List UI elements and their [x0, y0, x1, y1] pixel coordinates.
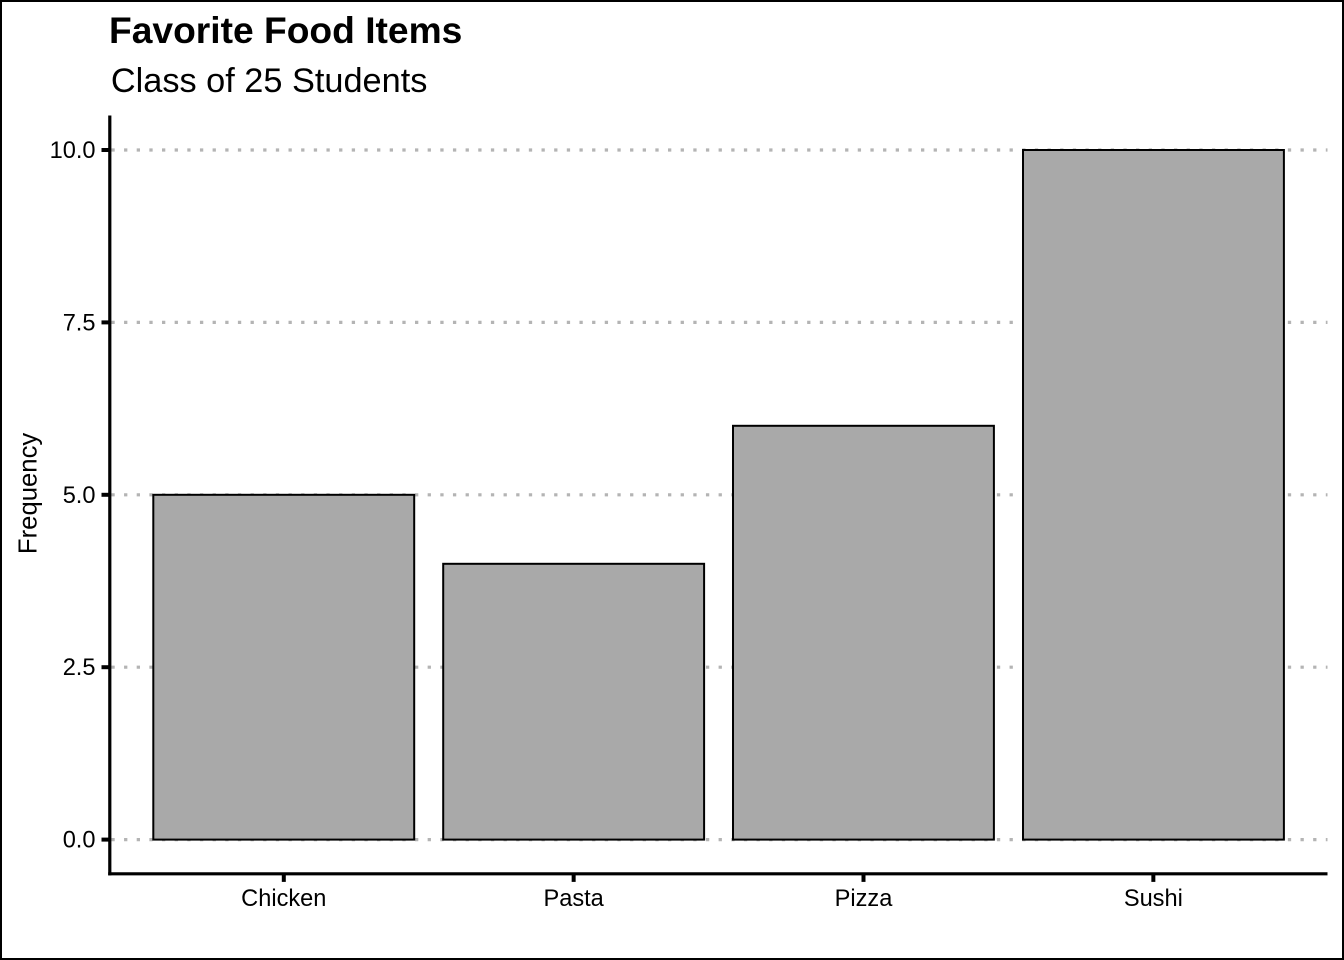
- svg-text:2.5: 2.5: [63, 655, 96, 681]
- svg-text:Pizza: Pizza: [835, 886, 894, 912]
- svg-text:Class of 25 Students: Class of 25 Students: [111, 62, 427, 100]
- svg-text:Chicken: Chicken: [241, 886, 326, 912]
- svg-text:10.0: 10.0: [50, 138, 96, 164]
- svg-text:Pasta: Pasta: [543, 886, 604, 912]
- svg-text:Favorite Food Items: Favorite Food Items: [109, 9, 462, 51]
- svg-text:Sushi: Sushi: [1124, 886, 1183, 912]
- svg-text:0.0: 0.0: [63, 828, 96, 854]
- svg-text:7.5: 7.5: [63, 310, 96, 336]
- svg-text:5.0: 5.0: [63, 483, 96, 509]
- svg-text:Frequency: Frequency: [15, 433, 43, 555]
